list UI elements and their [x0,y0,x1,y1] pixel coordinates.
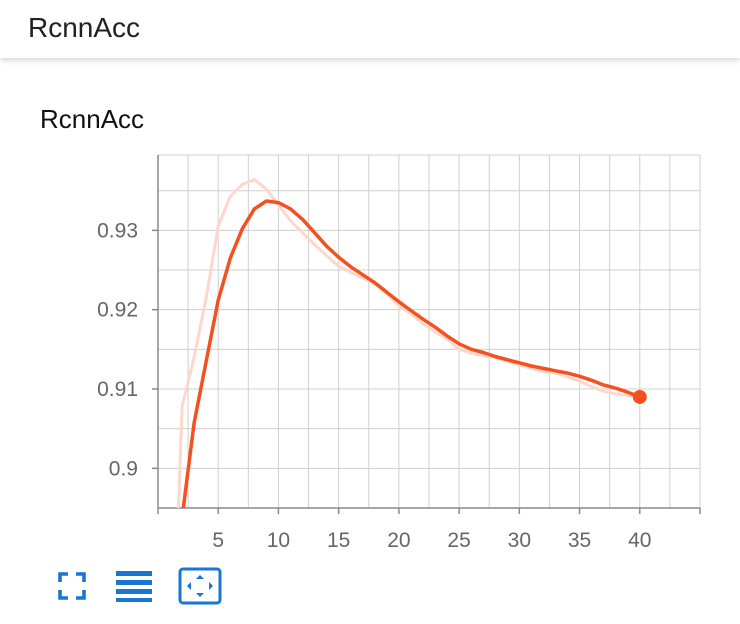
last-point-marker [632,389,647,404]
toggle-log-button[interactable] [114,566,154,606]
chart-axes [152,155,701,514]
list-icon [116,571,152,602]
fit-domain-button[interactable] [178,566,222,606]
y-tick-label: 0.92 [97,299,138,322]
x-tick-label: 25 [447,529,470,552]
y-tick-label: 0.9 [109,457,138,480]
x-tick-label: 30 [508,529,531,552]
chart-card-title: RcnnAcc [40,104,145,134]
line-chart[interactable]: 0.9 0.91 0.92 0.93 5 10 15 20 25 30 35 40 [0,0,740,560]
app-header: RcnnAcc [0,0,740,58]
x-tick-label: 10 [267,529,290,552]
raw-series-line [177,178,642,508]
x-tick-label: 20 [387,529,410,552]
x-tick-label: 15 [327,529,350,552]
fullscreen-button[interactable] [52,566,92,606]
chart-series [177,178,647,508]
chart-tick-labels: 0.9 0.91 0.92 0.93 5 10 15 20 25 30 35 40 [97,219,651,552]
x-tick-label: 5 [212,529,224,552]
fit-to-data-icon [178,567,222,605]
fullscreen-icon [58,572,86,600]
x-tick-label: 35 [568,529,591,552]
x-tick-label: 40 [628,529,651,552]
y-tick-label: 0.91 [97,378,138,401]
smoothed-series-line [181,199,642,508]
header-title: RcnnAcc [28,12,141,43]
chart-grid [158,154,701,508]
y-tick-label: 0.93 [97,219,138,242]
